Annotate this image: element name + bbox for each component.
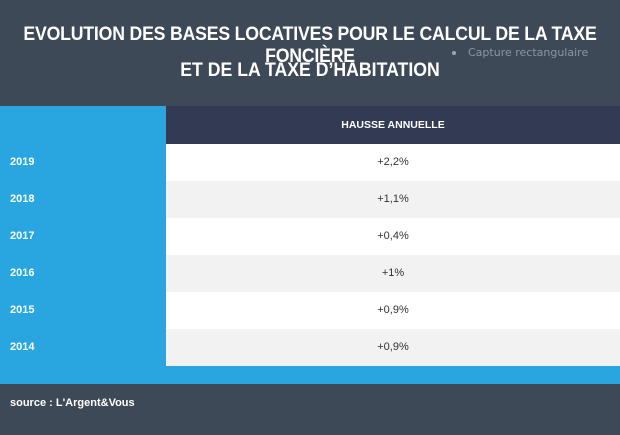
chart-title: EVOLUTION DES BASES LOCATIVES POUR LE CA… <box>0 0 620 106</box>
row-year: 2017 <box>10 230 35 242</box>
table-row: +1,1% 2018 <box>0 181 620 218</box>
bullet-icon <box>452 51 456 55</box>
row-year: 2014 <box>10 341 35 353</box>
row-value: +0,9% <box>166 292 620 329</box>
column-header: HAUSSE ANNUELLE <box>166 106 620 144</box>
table-row: +1% 2016 <box>0 255 620 292</box>
table-footer-bar <box>166 366 620 384</box>
table-row: +0,9% 2015 <box>0 292 620 329</box>
table-row: +0,9% 2014 <box>0 329 620 366</box>
row-year: 2019 <box>10 156 35 168</box>
table-row: +0,4% 2017 <box>0 218 620 255</box>
source-note: source : L'Argent&Vous <box>10 397 135 409</box>
title-line-1: EVOLUTION DES BASES LOCATIVES POUR LE CA… <box>23 24 597 67</box>
ghost-label: Capture rectangulaire <box>468 46 589 59</box>
row-value: +1,1% <box>166 181 620 218</box>
year-column <box>0 106 166 384</box>
data-table: HAUSSE ANNUELLE +2,2% 2019 +1,1% 2018 +0,4% 2… <box>0 106 620 384</box>
ghost-overlay-text: Capture rectangulaire <box>452 46 588 59</box>
row-year: 2015 <box>10 304 35 316</box>
row-value: +0,4% <box>166 218 620 255</box>
row-value: +0,9% <box>166 329 620 366</box>
row-value: +2,2% <box>166 144 620 181</box>
table-row: +2,2% 2019 <box>0 144 620 181</box>
row-year: 2018 <box>10 193 35 205</box>
row-year: 2016 <box>10 267 35 279</box>
title-line-2: ET DE LA TAXE D’HABITATION <box>180 60 440 81</box>
row-value: +1% <box>166 255 620 292</box>
